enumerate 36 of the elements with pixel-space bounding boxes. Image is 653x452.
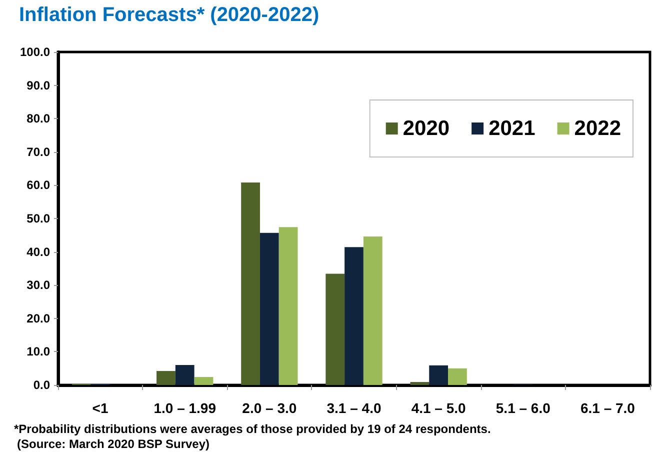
y-tick-label: 70.0: [26, 144, 50, 159]
x-tick-label: 5.1 – 6.0: [496, 400, 551, 416]
bar: [448, 368, 467, 385]
bar: [260, 232, 279, 385]
x-tick-label: 6.1 – 7.0: [580, 400, 636, 416]
y-tick-label: 50.0: [26, 212, 50, 226]
text: (Source: March 2020 BSP Survey): [17, 437, 210, 451]
y-tick-label: 80.0: [26, 112, 50, 126]
bar: [278, 227, 298, 385]
y-tick-label: 60.0: [26, 178, 50, 192]
y-tick-label: 0.0: [33, 378, 50, 392]
x-tick-label: <1: [92, 400, 108, 416]
legend-label: 2022: [574, 117, 621, 140]
bar: [344, 247, 364, 385]
bar: [194, 377, 214, 385]
bar: [175, 365, 194, 385]
x-tick-label: 3.1 – 4.0: [326, 400, 382, 416]
x-tick-label: 4.1 – 5.0: [411, 400, 466, 416]
bar: [156, 371, 176, 385]
legend-label: 2021: [488, 117, 536, 140]
y-tick-label: 30.0: [26, 278, 50, 292]
bar: [326, 274, 345, 385]
x-tick-label: 1.0 – 1.99: [154, 400, 216, 416]
y-tick-label: 20.0: [26, 311, 50, 326]
y-tick-label: 40.0: [26, 244, 50, 259]
legend-label: 2020: [402, 117, 450, 140]
bar: [363, 236, 382, 385]
x-tick-label: 2.0 – 3.0: [242, 400, 297, 416]
y-tick-label: 100.0: [20, 45, 50, 59]
text: *Probability distributions were averages of those provided by 19 of 24 respondents.: [14, 422, 491, 436]
y-tick-label: 90.0: [26, 78, 50, 92]
bar: [241, 182, 260, 385]
bar: [429, 365, 448, 385]
bar: [410, 382, 430, 385]
chart-title: Inflation Forecasts* (2020-2022): [19, 4, 320, 26]
y-tick-label: 10.0: [26, 344, 50, 359]
